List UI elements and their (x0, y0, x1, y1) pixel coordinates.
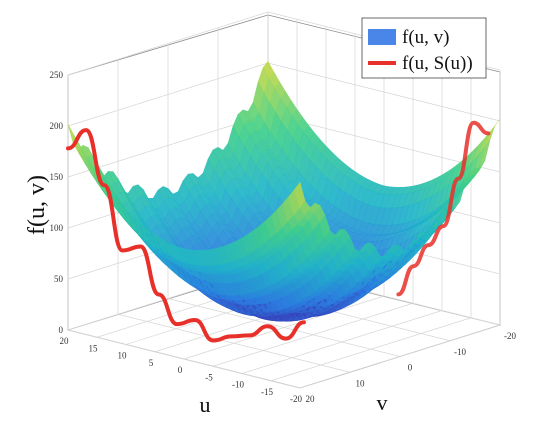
legend-label-curve: f(u, S(u)) (402, 53, 473, 74)
legend-label-surface: f(u, v) (402, 27, 449, 48)
curve-f-u-S-u-back (396, 120, 491, 297)
u-tick-label: 5 (149, 358, 154, 368)
u-floor-gridline (270, 317, 472, 382)
u-tick-label: -5 (205, 372, 213, 382)
u-tick-label: 0 (178, 365, 183, 375)
u-floor-gridline (183, 295, 385, 360)
v-axis-label: v (377, 390, 388, 415)
u-tick-labels: 20 15 10 5 0 -5 -10 -15 -20 (60, 336, 303, 404)
u-floor-gridline (241, 310, 443, 374)
v-tick-label: 20 (306, 394, 316, 404)
u-floor-gridline (299, 324, 501, 389)
u-tick-label: 15 (89, 343, 99, 353)
v-tick-label: 0 (408, 363, 413, 373)
legend-box (361, 17, 487, 79)
legend-swatch-surface (368, 29, 396, 45)
v-tick-label: 10 (356, 378, 366, 388)
u-axis-label: u (200, 392, 211, 417)
surface-plot (67, 60, 501, 322)
curve-layer (66, 120, 491, 343)
u-tick-label: -15 (261, 387, 273, 397)
z-tick-label: 50 (54, 274, 64, 284)
u-tick-label: 20 (60, 336, 70, 346)
z-axis-label: f(u, v) (24, 175, 50, 235)
u-floor-gridline (212, 302, 414, 367)
v-tick-label: -10 (454, 347, 466, 357)
u-tick-label: 10 (118, 351, 128, 361)
z-tick-label: 200 (50, 121, 64, 131)
v-tick-labels: -20 -10 0 10 20 (306, 331, 517, 404)
z-tick-label: 100 (50, 223, 64, 233)
u-tick-label: -20 (290, 394, 302, 404)
curve-f-u-S-u (66, 128, 306, 343)
z-tick-label: 250 (50, 70, 64, 80)
z-tick-label: 150 (50, 172, 64, 182)
z-tick-labels: 0 50 100 150 200 250 (50, 70, 64, 335)
u-tick-label: -10 (232, 380, 244, 390)
z-tick-label: 0 (59, 325, 64, 335)
legend: f(u, v) f(u, S(u)) (361, 17, 487, 79)
v-tick-label: -20 (504, 331, 516, 341)
